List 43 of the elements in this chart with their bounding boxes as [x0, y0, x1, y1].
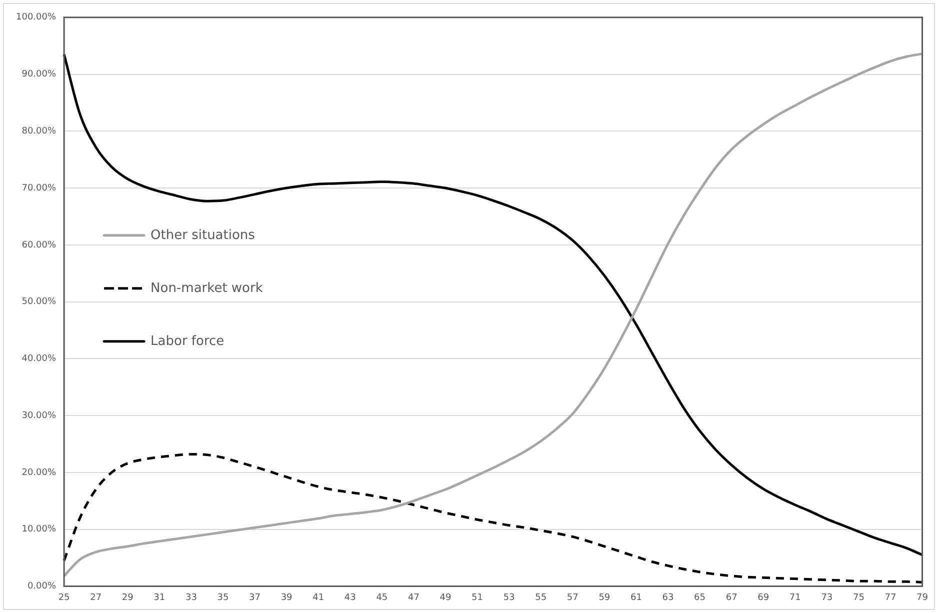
y-tick-label: 70.00% — [22, 183, 56, 194]
y-tick-label: 0.00% — [27, 582, 56, 592]
x-tick-label: 53 — [503, 592, 515, 603]
x-tick-label: 63 — [662, 592, 674, 603]
x-tick-label: 37 — [249, 592, 260, 603]
y-tick-label: 40.00% — [22, 354, 56, 364]
line-series — [62, 452, 924, 584]
y-tick-label: 20.00% — [22, 468, 56, 478]
x-tick-label: 29 — [122, 592, 134, 603]
x-tick-label: 61 — [630, 592, 642, 603]
x-tick-label: 39 — [280, 592, 293, 603]
x-tick-label: 75 — [852, 592, 864, 603]
x-tick-label: 35 — [217, 592, 229, 603]
x-tick-label: 45 — [376, 592, 388, 603]
y-tick-label: 90.00% — [22, 70, 56, 80]
x-tick-label: 55 — [535, 592, 547, 603]
x-tick-label: 49 — [440, 592, 452, 603]
y-tick-label: 80.00% — [22, 126, 56, 137]
x-tick-label: 79 — [916, 592, 928, 603]
legend-label: Non-market work — [150, 280, 264, 296]
x-tick-label: 33 — [185, 592, 197, 603]
x-tick-label: 71 — [789, 592, 801, 603]
y-tick-label: 50.00% — [22, 297, 56, 308]
x-tick-label: 57 — [566, 592, 578, 603]
x-tick-label: 59 — [598, 592, 610, 603]
legend-label: Labor force — [150, 334, 224, 349]
x-tick-label: 31 — [154, 592, 166, 603]
x-tick-label: 67 — [726, 592, 738, 603]
x-tick-label: 73 — [821, 592, 833, 603]
legend-label: Other situations — [150, 228, 256, 243]
x-tick-label: 51 — [472, 592, 483, 603]
y-tick-label: 10.00% — [22, 524, 56, 535]
x-tick-label: 27 — [90, 592, 102, 603]
y-tick-label: 60.00% — [22, 240, 56, 250]
x-tick-label: 41 — [312, 592, 324, 603]
x-tick-label: 69 — [758, 592, 770, 603]
x-tick-label: 65 — [694, 592, 706, 603]
x-tick-label: 43 — [344, 592, 356, 603]
y-tick-label: 30.00% — [22, 410, 56, 421]
x-tick-label: 25 — [58, 592, 70, 603]
x-tick-label: 47 — [408, 592, 420, 603]
y-tick-label: 100.00% — [16, 12, 56, 23]
x-tick-label: 77 — [884, 592, 896, 603]
